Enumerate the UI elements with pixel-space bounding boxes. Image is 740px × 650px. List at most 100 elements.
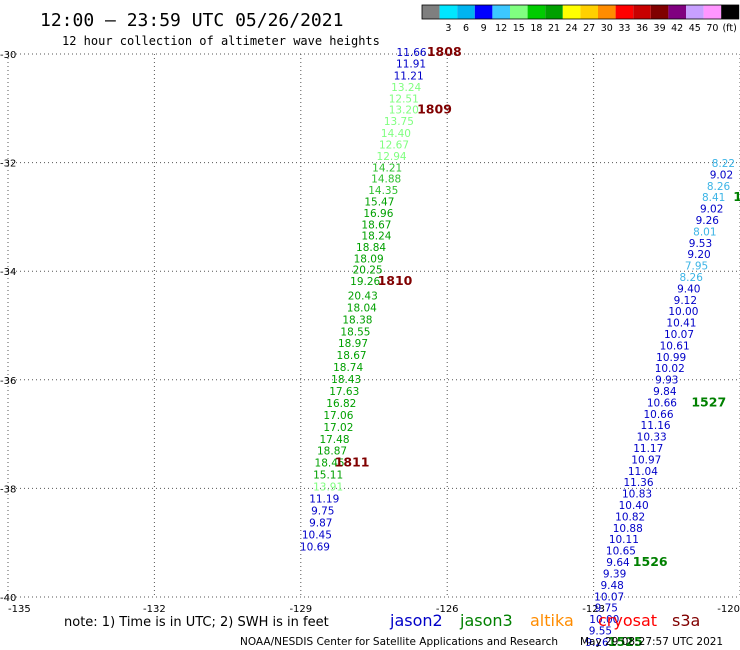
wave-height-label: 9.93 [655, 375, 678, 387]
wave-height-label: 13.20 [389, 105, 419, 117]
wave-height-label: 11.17 [633, 443, 663, 455]
wave-height-label: 10.07 [664, 329, 694, 341]
satellite-name: cryosat [598, 611, 657, 630]
wave-height-label: 18.43 [331, 374, 361, 386]
wave-height-label: 16.96 [363, 208, 393, 220]
wave-height-label: 10.61 [660, 340, 690, 352]
wave-height-label: 9.75 [595, 603, 618, 615]
wave-height-label: 10.11 [609, 534, 639, 546]
wave-height-label: 10.83 [622, 489, 652, 501]
legend-swatch [703, 5, 722, 19]
wave-height-label: 19.26 [350, 276, 380, 288]
legend-label: 3 [445, 23, 451, 34]
wave-height-label: 9.75 [311, 505, 334, 517]
legend-label: 39 [654, 23, 666, 34]
wave-height-label: 13.75 [384, 116, 414, 128]
legend-label: 33 [618, 23, 630, 34]
wave-height-label: 10.88 [613, 523, 643, 535]
x-tick-label: -135 [8, 604, 31, 615]
y-tick-label: -36 [0, 376, 16, 387]
wave-height-label: 17.06 [323, 410, 353, 422]
legend-label: 21 [548, 23, 560, 34]
legend-swatch [615, 5, 634, 19]
altimeter-track-east: 8.229.028.268.419.029.268.019.539.207.95… [585, 158, 740, 649]
wave-height-label: 10.66 [647, 397, 677, 409]
legend-swatch [422, 5, 440, 19]
wave-height-label: 9.55 [589, 625, 612, 637]
footer-timestamp: May 29 08:27:57 UTC 2021 [580, 636, 723, 648]
legend-unit: (ft) [722, 23, 736, 34]
wave-height-label: 18.67 [361, 219, 391, 231]
wave-height-label: 11.66 [397, 47, 427, 59]
y-tick-label: -32 [0, 159, 16, 170]
x-tick-label: -129 [289, 604, 312, 615]
wave-height-label: 9.40 [677, 283, 700, 295]
legend-swatch [527, 5, 546, 19]
pass-time-label: 1527 [691, 394, 726, 409]
wave-height-label: 18.38 [342, 314, 372, 326]
axis-ticks: -135 -132 -129 -126 -123 -120 -30 -32 -34 -36 -38 -… [0, 50, 740, 615]
wave-height-label: 18.74 [333, 362, 363, 374]
wave-height-label: 18.67 [337, 350, 367, 362]
wave-height-label: 9.53 [689, 238, 712, 250]
wave-height-label: 10.02 [655, 363, 685, 375]
wave-height-label: 18.24 [361, 231, 391, 243]
wave-height-label: 9.48 [600, 580, 623, 592]
wave-height-label: 10.97 [631, 454, 661, 466]
wave-height-label: 11.91 [396, 59, 426, 71]
legend-swatch [633, 5, 651, 19]
legend-label: 42 [671, 23, 683, 34]
wave-height-label: 10.07 [594, 591, 624, 603]
legend-label: 24 [566, 23, 578, 34]
wave-height-label: 8.01 [693, 226, 716, 238]
altimeter-track-west: 11.6611.9111.2113.2412.5113.2013.7514.40… [300, 44, 462, 553]
wave-height-label: 16.82 [326, 398, 356, 410]
wave-height-label: 14.88 [371, 174, 401, 186]
wave-height-label: 20.25 [353, 264, 383, 276]
wave-height-label: 7.95 [685, 261, 708, 273]
pass-time-label: 1525 [608, 634, 643, 649]
legend-swatch [668, 5, 686, 19]
wave-height-label: 10.33 [637, 432, 667, 444]
wave-height-label: 18.84 [356, 242, 386, 254]
wave-height-label: 8.26 [680, 272, 704, 284]
x-tick-label: -123 [582, 604, 605, 615]
wave-height-label: 13.24 [391, 82, 421, 94]
wave-height-label: 9.02 [700, 204, 723, 216]
footer-credit: NOAA/NESDIS Center for Satellite Applica… [240, 636, 558, 648]
wave-height-label: 12.67 [379, 139, 409, 151]
legend-swatch [598, 5, 616, 19]
legend-swatch [580, 5, 598, 19]
wave-height-label: 14.35 [368, 185, 398, 197]
pass-time-label: 1809 [417, 102, 452, 117]
wave-height-label: 10.65 [606, 546, 636, 558]
wave-height-label: 10.45 [302, 529, 332, 541]
wave-height-label: 10.00 [589, 614, 619, 626]
wave-height-label: 10.82 [615, 511, 645, 523]
wave-height-label: 15.11 [313, 470, 343, 482]
legend-label: 6 [463, 23, 469, 34]
wave-height-label: 18.09 [354, 254, 384, 266]
legend-label: 36 [636, 23, 648, 34]
legend-label: 18 [530, 23, 542, 34]
pass-time-label: 15 [733, 189, 740, 204]
footer-note: note: 1) Time is in UTC; 2) SWH is in fe… [64, 615, 329, 630]
wave-height-label: 10.41 [666, 318, 696, 330]
x-tick-label: -132 [143, 604, 166, 615]
wave-height-label: 10.66 [643, 409, 673, 421]
legend-label: 30 [601, 23, 613, 34]
y-tick-label: -40 [0, 593, 16, 604]
wave-height-label: 8.26 [707, 181, 731, 193]
color-legend: 3 6 9 12 15 18 21 24 27 30 33 36 39 42 45 70 (ft) [421, 4, 740, 34]
wave-height-label: 9.02 [710, 169, 733, 181]
wave-height-label: 9.26 [696, 215, 720, 227]
wave-height-label: 20.43 [348, 290, 378, 302]
legend-label: 27 [583, 23, 595, 34]
wave-height-label: 8.22 [712, 158, 735, 170]
y-tick-label: -30 [0, 50, 16, 61]
legend-swatch [457, 5, 475, 19]
map-grid [7, 53, 740, 598]
pass-time-label: 1526 [633, 554, 668, 569]
legend-label: 12 [495, 23, 507, 34]
wave-height-label: 9.26 [585, 637, 609, 649]
